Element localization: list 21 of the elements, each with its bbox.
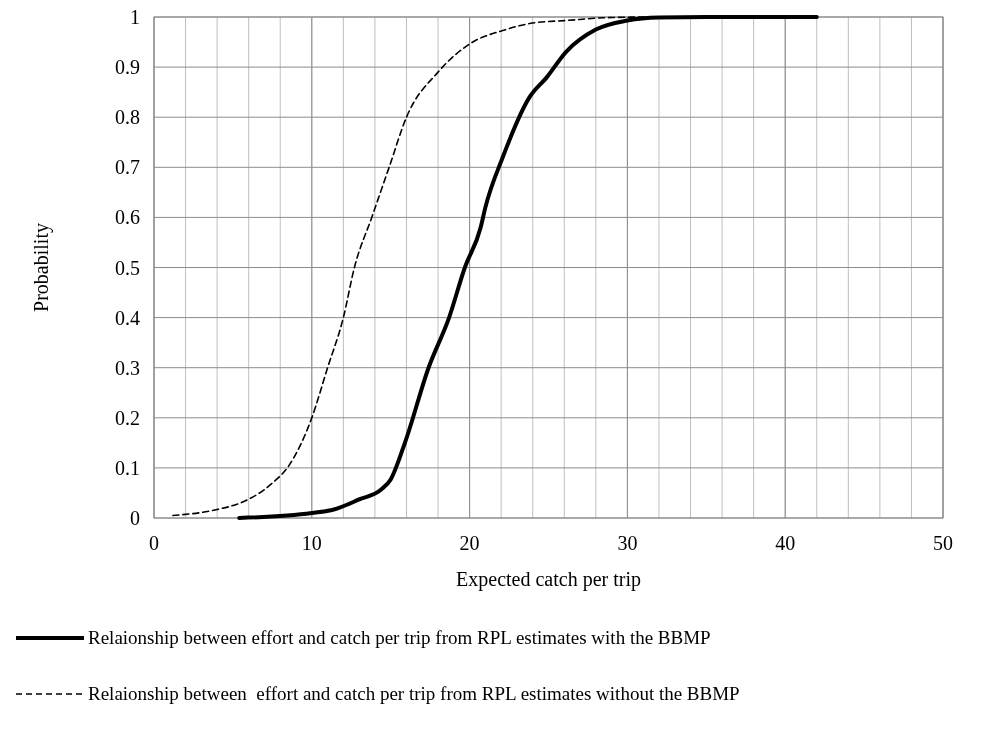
x-tick-label: 30 — [617, 532, 638, 554]
y-tick-label: 0 — [130, 507, 140, 529]
y-tick-label: 0.5 — [115, 256, 140, 279]
y-tick-label: 0.7 — [115, 156, 140, 179]
x-axis-title: Expected catch per trip — [456, 568, 641, 591]
y-tick-label: 0.8 — [115, 106, 140, 129]
x-tick-label: 40 — [775, 532, 796, 554]
y-tick-label: 1 — [130, 6, 140, 28]
y-tick-label: 0.2 — [115, 406, 140, 429]
x-tick-label: 50 — [933, 532, 953, 554]
y-tick-label: 0.1 — [115, 456, 140, 479]
legend-label: Relaionship between effort and catch per trip from RPL estimates with the BBMP — [88, 627, 711, 648]
y-tick-label: 0.9 — [115, 56, 140, 79]
x-tick-label: 20 — [459, 532, 480, 554]
y-axis-title: Probability — [30, 223, 53, 312]
y-tick-label: 0.6 — [115, 206, 140, 229]
y-tick-label: 0.4 — [115, 306, 140, 329]
legend-label: Relaionship between effort and catch per trip from RPL estimates without the BBMP — [88, 683, 740, 704]
y-tick-label: 0.3 — [115, 356, 140, 379]
x-tick-label: 0 — [149, 532, 159, 554]
x-tick-label: 10 — [301, 532, 322, 554]
